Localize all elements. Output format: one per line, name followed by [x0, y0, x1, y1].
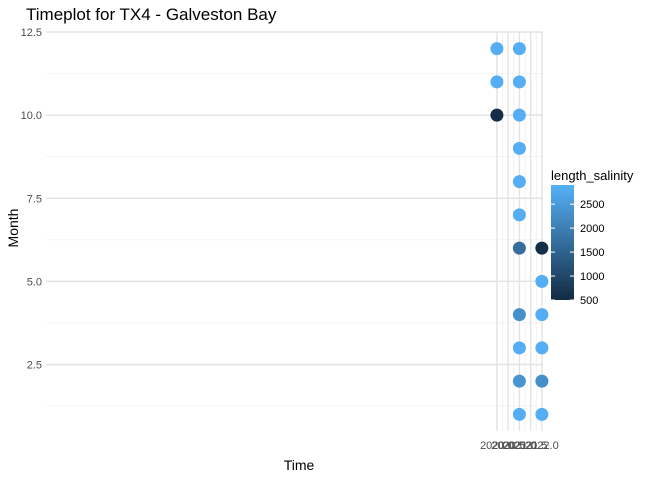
data-point: [512, 341, 526, 355]
legend-title: length_salinity: [551, 168, 634, 183]
data-point: [535, 407, 549, 421]
data-points: [490, 42, 549, 421]
data-point: [535, 274, 549, 288]
grid-lines: [46, 31, 543, 431]
data-point: [490, 42, 504, 56]
data-point: [490, 108, 504, 122]
data-point: [535, 241, 549, 255]
x-tick-label: 2020.0: [480, 440, 514, 452]
x-tick-label: 2020.5: [491, 440, 525, 452]
y-tick-label: 5.0: [27, 276, 42, 288]
y-tick-label: 12.5: [21, 27, 42, 39]
y-axis-title: Month: [5, 209, 21, 248]
legend-tick-label: 2000: [580, 223, 604, 235]
data-point: [512, 241, 526, 255]
x-tick-label: 2021.0: [503, 440, 537, 452]
legend-tick-label: 500: [580, 295, 598, 307]
x-tick-label: 2022.0: [525, 440, 559, 452]
data-point: [512, 75, 526, 89]
data-point: [512, 108, 526, 122]
y-tick-label: 7.5: [27, 193, 42, 205]
y-tick-label: 2.5: [27, 360, 42, 372]
x-axis-title: Time: [284, 457, 315, 473]
data-point: [490, 75, 504, 89]
data-point: [512, 141, 526, 155]
chart-title: Timeplot for TX4 - Galveston Bay: [26, 5, 277, 24]
data-point: [535, 374, 549, 388]
x-tick-label: 2021.5: [514, 440, 548, 452]
legend-tick-label: 1000: [580, 271, 604, 283]
legend-tick-label: 1500: [580, 247, 604, 259]
legend-tick-label: 2500: [580, 199, 604, 211]
data-point: [512, 374, 526, 388]
color-legend: length_salinity 500 1000 1500 2000 2500: [551, 168, 634, 307]
data-point: [512, 407, 526, 421]
legend-ticks: 500 1000 1500 2000 2500: [551, 199, 604, 307]
data-point: [535, 308, 549, 322]
data-point: [512, 175, 526, 189]
y-axis-ticks: 2.5 5.0 7.5 10.0 12.5: [21, 27, 42, 372]
data-point: [512, 42, 526, 56]
legend-colorbar: [551, 185, 574, 300]
data-point: [512, 208, 526, 222]
y-tick-label: 10.0: [21, 110, 42, 122]
data-point: [512, 308, 526, 322]
data-point: [535, 341, 549, 355]
